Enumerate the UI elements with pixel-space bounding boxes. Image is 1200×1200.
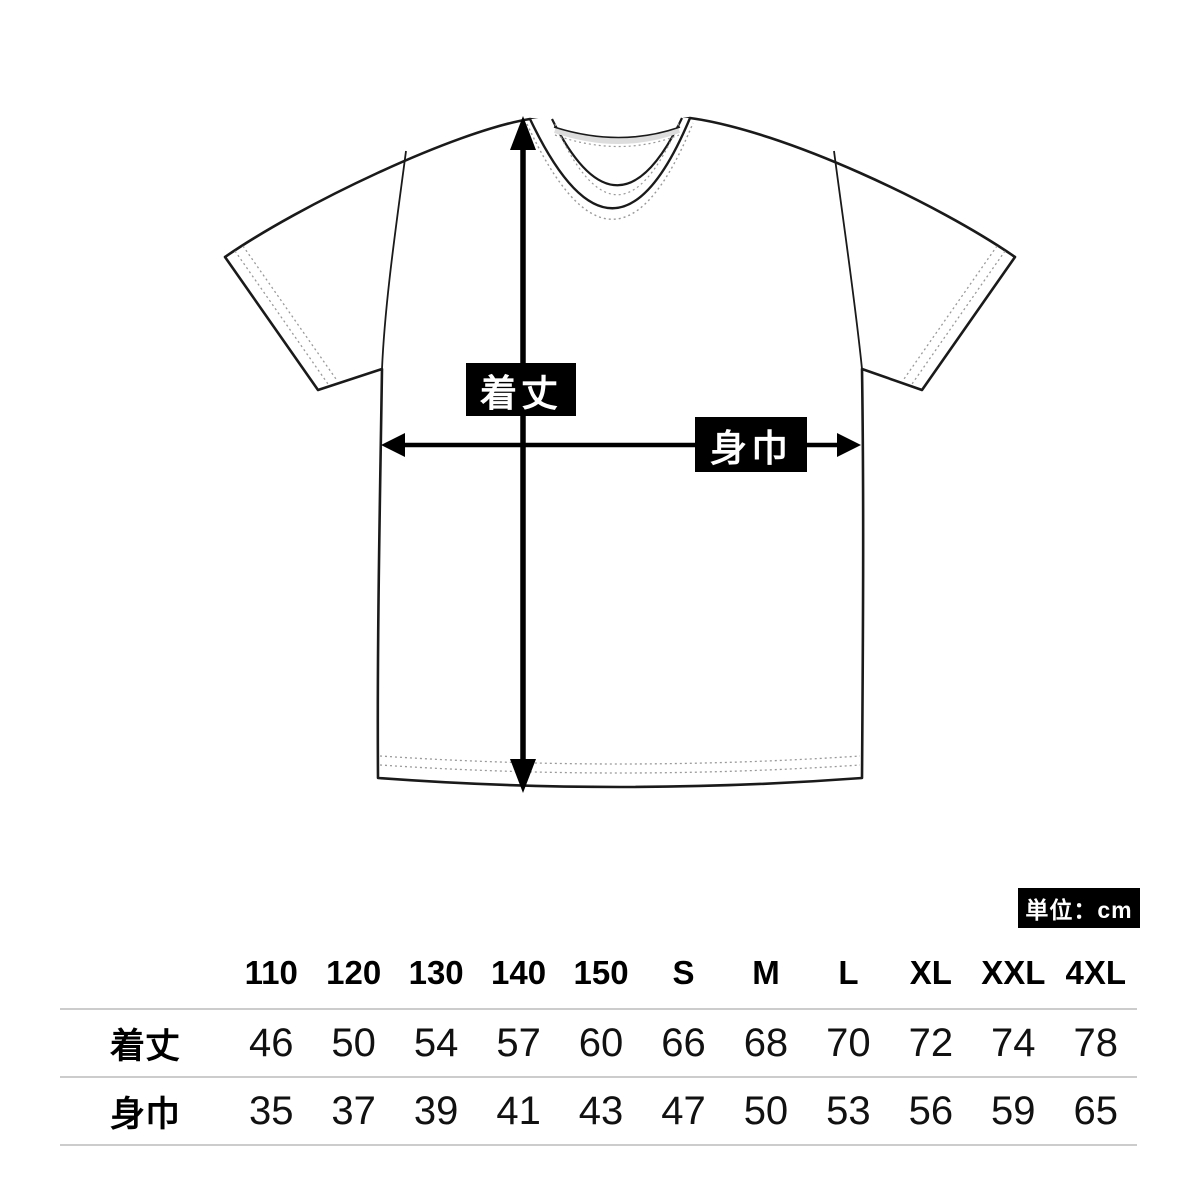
unit-badge-text: 単位：cm xyxy=(1025,897,1133,923)
collar-inner xyxy=(551,117,683,187)
length-value: 54 xyxy=(413,1020,459,1065)
cuff-stitch-right xyxy=(903,245,1006,385)
width-value: 65 xyxy=(1073,1088,1119,1133)
length-value: 70 xyxy=(826,1020,871,1065)
back-neck-line xyxy=(553,126,681,139)
table-row-width: 身巾 35 37 39 41 43 47 50 53 56 59 65 xyxy=(60,1076,1137,1146)
row-label: 身巾 xyxy=(109,1094,180,1134)
length-label-badge: 着丈 xyxy=(466,363,576,416)
back-neck-stitch xyxy=(554,134,680,148)
length-label: 着丈 xyxy=(480,372,562,414)
width-value: 39 xyxy=(413,1088,459,1133)
size-col-header: 150 xyxy=(573,954,629,991)
length-arrow xyxy=(510,116,536,793)
width-label-badge: 身巾 xyxy=(695,417,807,472)
length-value: 60 xyxy=(578,1020,624,1065)
cuff-stitch-left xyxy=(234,245,337,385)
width-value: 37 xyxy=(331,1088,376,1133)
unit-badge: 単位：cm xyxy=(1018,888,1140,928)
size-col-header: 130 xyxy=(408,954,464,991)
armhole-left xyxy=(381,150,407,370)
tshirt-diagram xyxy=(223,116,1017,793)
width-value: 43 xyxy=(578,1088,624,1133)
length-value: 66 xyxy=(661,1020,706,1065)
size-col-header: 110 xyxy=(244,954,298,991)
width-value: 59 xyxy=(991,1088,1036,1133)
width-value: 41 xyxy=(496,1088,541,1133)
length-value: 74 xyxy=(991,1020,1036,1065)
length-value: 72 xyxy=(908,1020,954,1065)
size-col-header: M xyxy=(752,954,780,991)
length-value: 78 xyxy=(1073,1020,1119,1065)
length-value: 57 xyxy=(496,1020,541,1065)
table-row-length: 着丈 46 50 54 57 60 66 68 70 72 74 78 xyxy=(60,1008,1137,1076)
length-value: 50 xyxy=(331,1020,376,1065)
size-table-header-row: 110 120 130 140 150 S M L XL XXL 4XL xyxy=(60,938,1137,1008)
collar-outer-stitch xyxy=(526,122,694,220)
length-value: 68 xyxy=(743,1020,789,1065)
size-col-header: XXL xyxy=(981,954,1046,991)
size-table: 110 120 130 140 150 S M L XL XXL 4XL 着丈 … xyxy=(60,938,1137,1146)
length-value: 46 xyxy=(248,1020,294,1065)
size-col-header: 140 xyxy=(491,954,547,991)
size-col-header: 120 xyxy=(326,954,382,991)
width-value: 47 xyxy=(661,1088,706,1133)
armhole-right xyxy=(833,150,863,370)
size-col-header: 4XL xyxy=(1065,954,1127,991)
width-value: 35 xyxy=(248,1088,294,1133)
back-neck-shade xyxy=(554,127,681,144)
width-value: 53 xyxy=(826,1088,871,1133)
width-label: 身巾 xyxy=(710,427,792,469)
width-value: 50 xyxy=(743,1088,789,1133)
tshirt-outline xyxy=(223,116,1017,789)
hem-stitch xyxy=(379,755,861,774)
row-label: 着丈 xyxy=(109,1026,180,1066)
width-value: 56 xyxy=(908,1088,954,1133)
size-col-header: L xyxy=(838,954,859,991)
size-col-header: S xyxy=(672,954,695,991)
size-col-header: XL xyxy=(909,954,952,991)
